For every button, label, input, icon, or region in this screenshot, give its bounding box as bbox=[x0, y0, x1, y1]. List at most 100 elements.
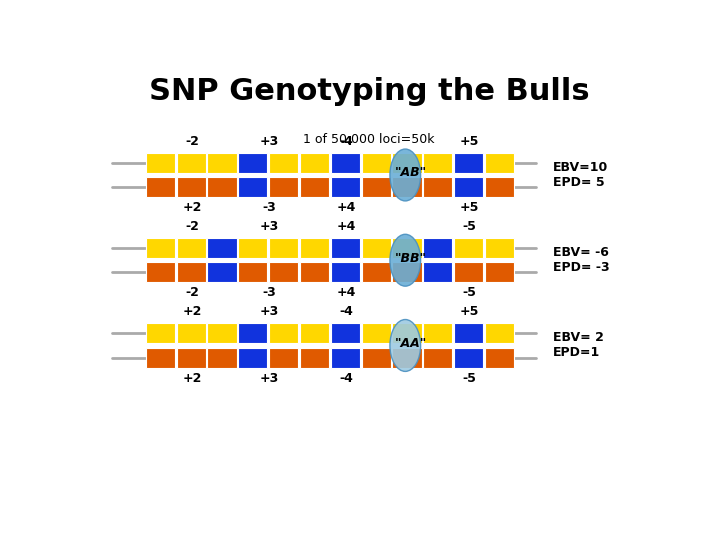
FancyBboxPatch shape bbox=[145, 262, 175, 282]
FancyBboxPatch shape bbox=[454, 153, 483, 173]
FancyBboxPatch shape bbox=[176, 177, 206, 197]
FancyBboxPatch shape bbox=[330, 323, 360, 343]
FancyBboxPatch shape bbox=[485, 238, 514, 258]
Text: "AB": "AB" bbox=[395, 166, 427, 179]
FancyBboxPatch shape bbox=[361, 262, 391, 282]
Text: +3: +3 bbox=[259, 372, 279, 384]
FancyBboxPatch shape bbox=[207, 238, 237, 258]
Text: -5: -5 bbox=[462, 220, 477, 233]
Text: +5: +5 bbox=[460, 306, 480, 319]
Text: EBV= -6
EPD= -3: EBV= -6 EPD= -3 bbox=[553, 246, 610, 274]
Text: +5: +5 bbox=[460, 201, 480, 214]
Text: 1 of 50,000 loci=50k: 1 of 50,000 loci=50k bbox=[303, 133, 435, 146]
Text: +4: +4 bbox=[336, 286, 356, 299]
FancyBboxPatch shape bbox=[176, 348, 206, 368]
FancyBboxPatch shape bbox=[485, 262, 514, 282]
Text: SNP Genotyping the Bulls: SNP Genotyping the Bulls bbox=[149, 77, 589, 106]
FancyBboxPatch shape bbox=[423, 262, 452, 282]
Text: +2: +2 bbox=[182, 372, 202, 384]
FancyBboxPatch shape bbox=[361, 348, 391, 368]
FancyBboxPatch shape bbox=[485, 348, 514, 368]
FancyBboxPatch shape bbox=[207, 323, 237, 343]
FancyBboxPatch shape bbox=[207, 177, 237, 197]
FancyBboxPatch shape bbox=[330, 177, 360, 197]
Text: "AA": "AA" bbox=[395, 337, 427, 350]
Text: +3: +3 bbox=[259, 135, 279, 148]
FancyBboxPatch shape bbox=[300, 153, 329, 173]
FancyBboxPatch shape bbox=[269, 323, 298, 343]
FancyBboxPatch shape bbox=[454, 177, 483, 197]
FancyBboxPatch shape bbox=[423, 153, 452, 173]
Text: -4: -4 bbox=[339, 306, 353, 319]
FancyBboxPatch shape bbox=[269, 153, 298, 173]
Text: -2: -2 bbox=[185, 286, 199, 299]
FancyBboxPatch shape bbox=[423, 177, 452, 197]
Text: -2: -2 bbox=[185, 135, 199, 148]
FancyBboxPatch shape bbox=[145, 323, 175, 343]
FancyBboxPatch shape bbox=[485, 153, 514, 173]
FancyBboxPatch shape bbox=[269, 348, 298, 368]
FancyBboxPatch shape bbox=[454, 238, 483, 258]
Text: EBV= 2
EPD=1: EBV= 2 EPD=1 bbox=[553, 332, 604, 360]
FancyBboxPatch shape bbox=[392, 323, 422, 343]
FancyBboxPatch shape bbox=[330, 262, 360, 282]
Text: -4: -4 bbox=[339, 135, 353, 148]
Text: -5: -5 bbox=[462, 286, 477, 299]
Text: +4: +4 bbox=[336, 201, 356, 214]
FancyBboxPatch shape bbox=[269, 177, 298, 197]
Text: -3: -3 bbox=[262, 201, 276, 214]
FancyBboxPatch shape bbox=[392, 238, 422, 258]
FancyBboxPatch shape bbox=[176, 153, 206, 173]
FancyBboxPatch shape bbox=[361, 238, 391, 258]
Text: +3: +3 bbox=[259, 306, 279, 319]
FancyBboxPatch shape bbox=[361, 177, 391, 197]
Text: +3: +3 bbox=[259, 220, 279, 233]
FancyBboxPatch shape bbox=[238, 348, 267, 368]
FancyBboxPatch shape bbox=[454, 323, 483, 343]
Text: -5: -5 bbox=[462, 372, 477, 384]
FancyBboxPatch shape bbox=[300, 348, 329, 368]
FancyBboxPatch shape bbox=[485, 177, 514, 197]
FancyBboxPatch shape bbox=[392, 262, 422, 282]
FancyBboxPatch shape bbox=[454, 262, 483, 282]
FancyBboxPatch shape bbox=[485, 323, 514, 343]
FancyBboxPatch shape bbox=[145, 238, 175, 258]
FancyBboxPatch shape bbox=[300, 323, 329, 343]
Text: -2: -2 bbox=[185, 220, 199, 233]
FancyBboxPatch shape bbox=[392, 153, 422, 173]
Ellipse shape bbox=[390, 149, 420, 201]
Text: EBV=10
EPD= 5: EBV=10 EPD= 5 bbox=[553, 161, 608, 189]
FancyBboxPatch shape bbox=[423, 348, 452, 368]
FancyBboxPatch shape bbox=[300, 238, 329, 258]
FancyBboxPatch shape bbox=[176, 262, 206, 282]
FancyBboxPatch shape bbox=[145, 348, 175, 368]
FancyBboxPatch shape bbox=[238, 177, 267, 197]
FancyBboxPatch shape bbox=[454, 348, 483, 368]
FancyBboxPatch shape bbox=[300, 177, 329, 197]
FancyBboxPatch shape bbox=[330, 238, 360, 258]
FancyBboxPatch shape bbox=[176, 323, 206, 343]
Ellipse shape bbox=[390, 320, 420, 372]
FancyBboxPatch shape bbox=[361, 323, 391, 343]
FancyBboxPatch shape bbox=[423, 238, 452, 258]
Text: -4: -4 bbox=[339, 372, 353, 384]
FancyBboxPatch shape bbox=[330, 348, 360, 368]
FancyBboxPatch shape bbox=[361, 153, 391, 173]
FancyBboxPatch shape bbox=[238, 238, 267, 258]
FancyBboxPatch shape bbox=[207, 153, 237, 173]
FancyBboxPatch shape bbox=[300, 262, 329, 282]
FancyBboxPatch shape bbox=[238, 262, 267, 282]
FancyBboxPatch shape bbox=[207, 348, 237, 368]
FancyBboxPatch shape bbox=[330, 153, 360, 173]
FancyBboxPatch shape bbox=[207, 262, 237, 282]
Text: +5: +5 bbox=[460, 135, 480, 148]
FancyBboxPatch shape bbox=[145, 177, 175, 197]
FancyBboxPatch shape bbox=[176, 238, 206, 258]
Text: +2: +2 bbox=[182, 306, 202, 319]
FancyBboxPatch shape bbox=[392, 348, 422, 368]
Ellipse shape bbox=[390, 234, 420, 286]
FancyBboxPatch shape bbox=[423, 323, 452, 343]
Text: +2: +2 bbox=[182, 201, 202, 214]
FancyBboxPatch shape bbox=[145, 153, 175, 173]
FancyBboxPatch shape bbox=[392, 177, 422, 197]
